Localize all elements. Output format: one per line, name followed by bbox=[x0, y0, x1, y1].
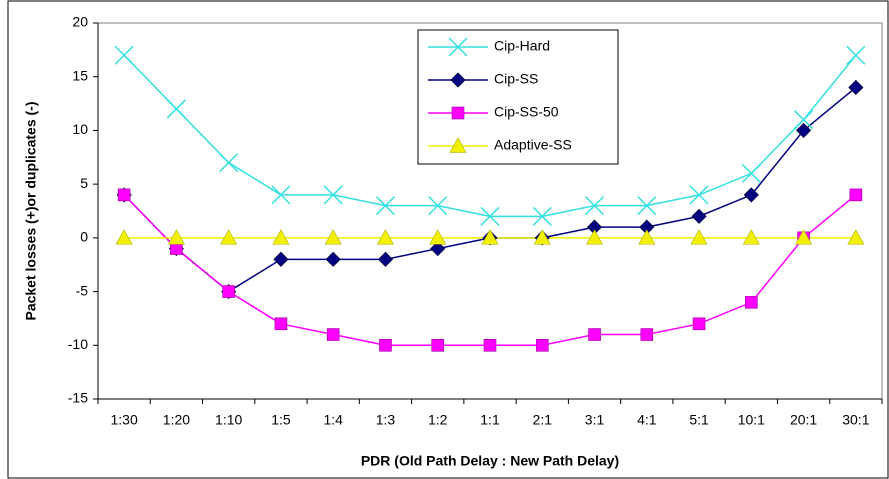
marker bbox=[325, 251, 341, 267]
marker bbox=[637, 196, 657, 216]
marker bbox=[640, 328, 654, 341]
legend-marker bbox=[450, 72, 466, 88]
x-axis-title: PDR (Old Path Delay : New Path Delay) bbox=[361, 453, 619, 469]
legend-label: Adaptive-SS bbox=[494, 137, 572, 153]
x-tick-label: 20:1 bbox=[790, 412, 817, 428]
marker bbox=[274, 317, 288, 331]
marker bbox=[480, 206, 500, 226]
legend-label: Cip-Hard bbox=[494, 38, 550, 54]
marker bbox=[741, 163, 761, 183]
marker bbox=[690, 229, 708, 245]
marker bbox=[743, 187, 759, 203]
marker bbox=[114, 45, 134, 65]
marker bbox=[222, 285, 235, 298]
marker bbox=[483, 338, 497, 352]
marker bbox=[220, 229, 238, 245]
x-tick-label: 1:1 bbox=[480, 412, 500, 428]
marker bbox=[689, 185, 709, 205]
marker bbox=[692, 317, 706, 331]
legend-marker bbox=[451, 106, 465, 120]
x-tick-label: 30:1 bbox=[842, 412, 869, 428]
marker bbox=[481, 229, 499, 245]
marker bbox=[326, 328, 340, 341]
marker bbox=[742, 229, 760, 245]
x-tick-label: 1:30 bbox=[111, 412, 138, 428]
marker bbox=[273, 251, 289, 267]
y-tick-label: 20 bbox=[72, 14, 88, 30]
marker bbox=[795, 229, 813, 245]
y-tick-label: 15 bbox=[72, 67, 88, 83]
marker bbox=[846, 45, 866, 65]
y-tick-label: -15 bbox=[68, 390, 88, 406]
marker bbox=[115, 229, 133, 245]
marker bbox=[848, 79, 864, 96]
marker bbox=[588, 328, 601, 341]
marker bbox=[428, 196, 448, 216]
marker bbox=[745, 296, 758, 309]
y-tick-label: -10 bbox=[68, 336, 88, 352]
marker bbox=[430, 241, 446, 257]
y-tick-label: -5 bbox=[76, 282, 89, 298]
legend-marker bbox=[448, 37, 468, 57]
marker bbox=[379, 338, 392, 352]
marker bbox=[431, 338, 445, 352]
x-tick-label: 1:4 bbox=[323, 412, 343, 428]
marker bbox=[849, 188, 863, 202]
x-tick-label: 1:2 bbox=[428, 412, 448, 428]
marker bbox=[586, 229, 604, 245]
marker bbox=[796, 122, 812, 138]
x-tick-label: 1:3 bbox=[376, 412, 396, 428]
y-tick-label: 5 bbox=[80, 175, 88, 191]
marker bbox=[377, 251, 394, 267]
x-tick-label: 1:10 bbox=[215, 412, 242, 428]
marker bbox=[532, 206, 552, 226]
x-tick-label: 1:5 bbox=[271, 412, 291, 428]
marker bbox=[794, 110, 814, 130]
x-tick-label: 1:20 bbox=[163, 412, 190, 428]
marker bbox=[533, 229, 551, 245]
x-tick-label: 10:1 bbox=[738, 412, 765, 428]
y-tick-label: 10 bbox=[72, 121, 88, 137]
marker bbox=[324, 229, 342, 245]
marker bbox=[323, 185, 343, 205]
x-tick-label: 3:1 bbox=[585, 412, 605, 428]
legend-marker bbox=[449, 137, 467, 153]
marker bbox=[535, 338, 549, 352]
legend: Cip-Hard Cip-SS Cip-SS-50 Adaptive-SS bbox=[417, 29, 619, 165]
marker bbox=[167, 229, 185, 245]
marker bbox=[117, 188, 131, 202]
marker bbox=[376, 229, 394, 245]
x-tick-label: 2:1 bbox=[533, 412, 553, 428]
marker bbox=[272, 229, 290, 245]
marker bbox=[691, 208, 707, 224]
marker bbox=[585, 196, 605, 216]
marker bbox=[271, 185, 291, 205]
marker bbox=[847, 229, 865, 245]
marker bbox=[429, 229, 447, 245]
y-axis-title: Packet losses (+)or duplicates (-) bbox=[23, 101, 39, 320]
x-tick-label: 5:1 bbox=[689, 412, 709, 428]
marker bbox=[375, 196, 395, 216]
marker bbox=[219, 153, 239, 173]
legend-label: Cip-SS bbox=[494, 71, 538, 87]
legend-label: Cip-SS-50 bbox=[494, 104, 559, 120]
marker bbox=[638, 229, 656, 245]
y-tick-label: 0 bbox=[80, 229, 88, 245]
marker bbox=[166, 99, 186, 119]
legend-box bbox=[417, 29, 619, 165]
x-tick-label: 4:1 bbox=[637, 412, 657, 428]
